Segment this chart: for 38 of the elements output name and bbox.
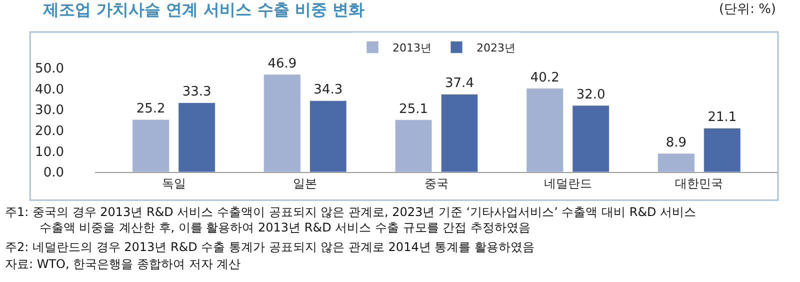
bar bbox=[394, 120, 432, 172]
bar bbox=[440, 94, 478, 172]
y-tick-label: 10.0 bbox=[35, 144, 64, 160]
bar bbox=[572, 105, 610, 172]
data-label: 32.0 bbox=[576, 87, 606, 102]
data-label: 33.3 bbox=[182, 84, 212, 100]
bar bbox=[264, 74, 301, 172]
bar bbox=[178, 102, 216, 172]
chart-subtitle: (단위: %) bbox=[719, 2, 776, 17]
data-label: 37.4 bbox=[445, 76, 474, 92]
y-tick-label: 50.0 bbox=[35, 62, 64, 77]
chart-title: 제조업 가치사슬 연계 서비스 수출 비중 변화 bbox=[42, 0, 364, 19]
legend-label: 2013년 bbox=[392, 41, 432, 54]
y-tick-label: 20.0 bbox=[35, 124, 64, 139]
bar bbox=[132, 119, 170, 172]
data-label: 46.9 bbox=[268, 56, 297, 72]
bar bbox=[704, 128, 741, 172]
data-label: 40.2 bbox=[530, 70, 560, 86]
data-label: 21.1 bbox=[708, 110, 737, 126]
legend-label: 2023년 bbox=[476, 41, 516, 54]
text: 자료: WTO, 한국은행을 종합하여 저자 계산 bbox=[5, 257, 241, 271]
x-tick-label: 독일 bbox=[162, 176, 186, 190]
text: 주2: 네덜란드의 경우 2013년 R&D 수출 통계가 공표되지 않은 관계로 2014년 통계를 활용하였음 bbox=[5, 240, 534, 254]
y-tick-label: 40.0 bbox=[35, 82, 64, 98]
bar bbox=[526, 88, 564, 172]
y-tick-label: 0.0 bbox=[43, 166, 64, 181]
x-tick-label: 네덜란드 bbox=[544, 176, 592, 190]
x-tick-label: 중국 bbox=[424, 176, 448, 190]
bar bbox=[658, 153, 695, 172]
bar bbox=[310, 100, 347, 172]
data-label: 25.2 bbox=[136, 102, 166, 117]
data-label: 25.1 bbox=[399, 102, 428, 117]
x-tick-label: 대한민국 bbox=[675, 176, 724, 190]
y-tick-label: 30.0 bbox=[35, 103, 64, 118]
text: 주1: 중국의 경우 2013년 R&D 서비스 수출액이 공표되지 않은 관계로, 2023년 기준 ‘기타사업서비스’ 수출액 대비 R&D 서비스 수출액 비중을 계산한 후, 이를 활용하여 2013년 R&D 서비스 수출 규모를 간접 추정하였음 bbox=[5, 205, 696, 235]
data-label: 34.3 bbox=[314, 82, 343, 98]
x-tick-label: 일본 bbox=[293, 176, 318, 190]
data-label: 8.9 bbox=[666, 135, 687, 150]
